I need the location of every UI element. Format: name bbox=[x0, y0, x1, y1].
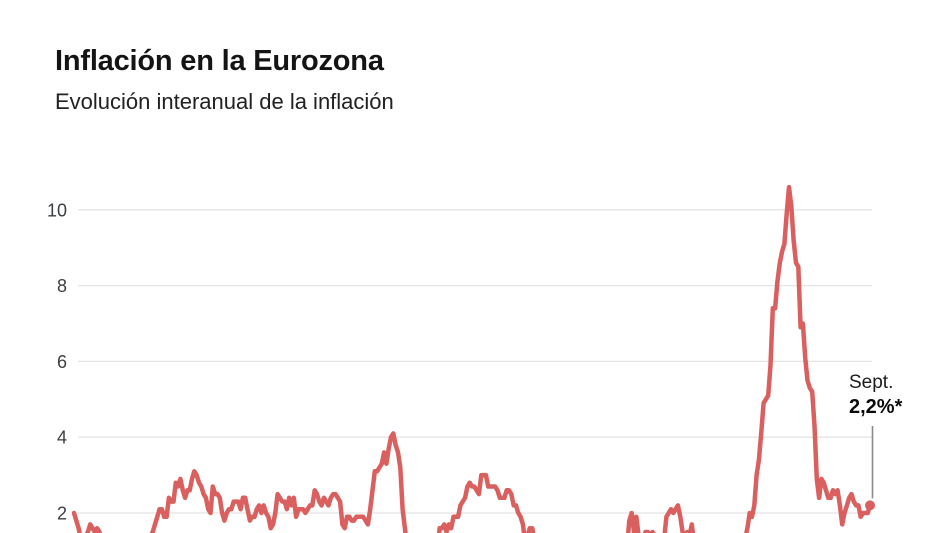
y-tick-label-2: 2 bbox=[57, 504, 67, 524]
latest-value-dot bbox=[865, 500, 875, 511]
annotation-month-label: Sept. bbox=[849, 372, 894, 393]
y-tick-label-10: 10 bbox=[47, 200, 67, 220]
inflation-series-line bbox=[71, 184, 873, 533]
y-tick-label-6: 6 bbox=[57, 352, 67, 372]
y-tick-label-8: 8 bbox=[57, 276, 67, 296]
page-subtitle: Evolución interanual de la inflación bbox=[55, 89, 394, 114]
annotation-value-label: 2,2%* bbox=[849, 396, 903, 418]
page-title: Inflación en la Eurozona bbox=[55, 45, 384, 77]
gridlines bbox=[78, 209, 872, 514]
y-axis-tick-labels: 2 4 6 8 10 bbox=[47, 200, 67, 523]
y-tick-label-4: 4 bbox=[57, 428, 67, 448]
